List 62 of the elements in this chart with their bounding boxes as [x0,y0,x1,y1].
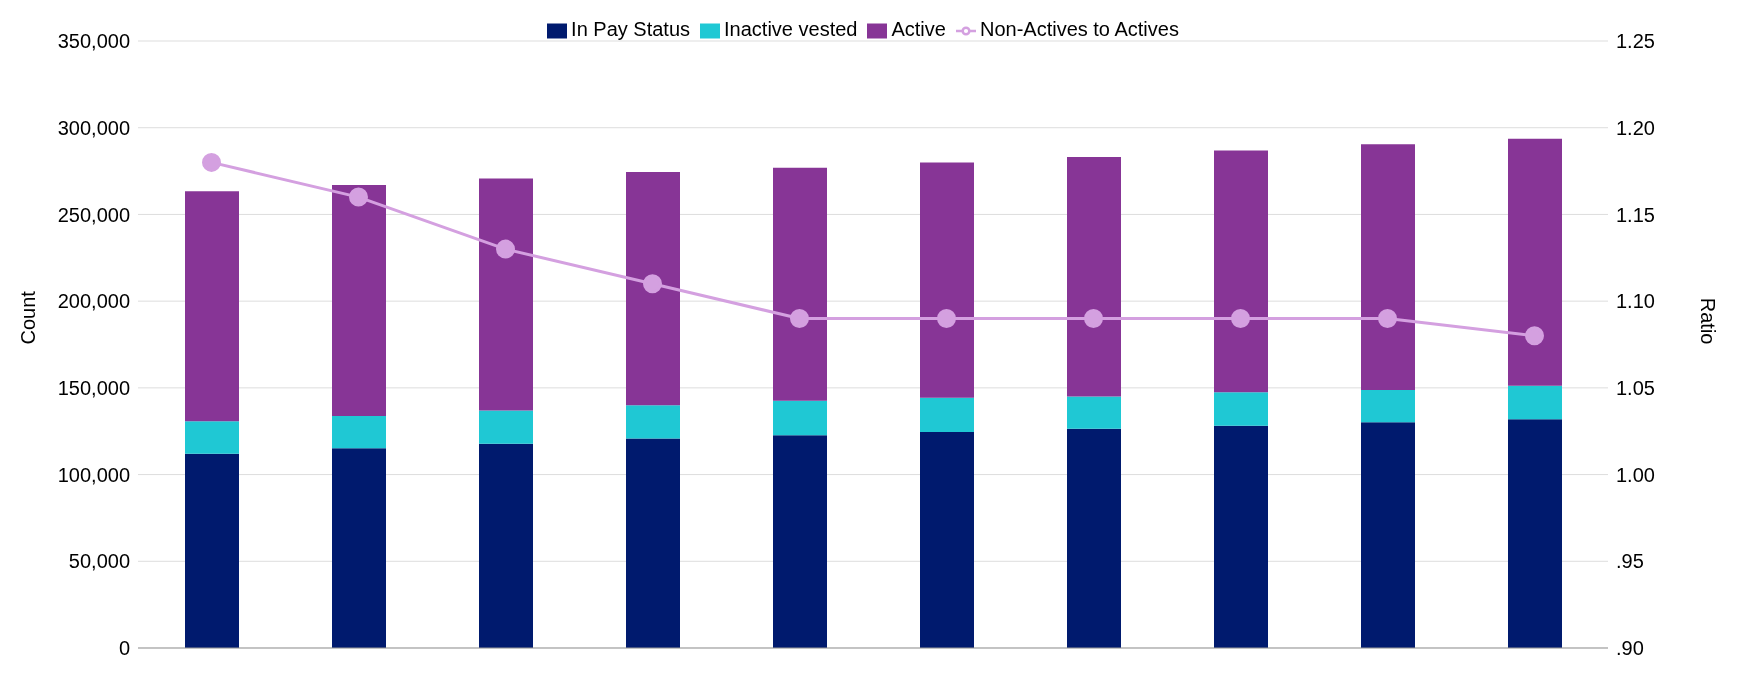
bar [332,415,386,449]
y2-tick-label: 1.25 [1616,30,1655,53]
point [349,187,368,207]
point [1084,308,1103,328]
y2-tick-label: .95 [1616,550,1644,573]
point [1231,308,1250,328]
bar [332,184,386,416]
bar [626,405,680,439]
y2-tick-label: .90 [1616,637,1644,660]
point [1378,308,1397,328]
y-tick-label: 0 [118,637,130,660]
bar [1214,392,1268,426]
y-tick-label: 200,000 [57,290,130,313]
y-tick-label: 150,000 [57,376,130,399]
bar [185,421,239,454]
y-tick-label: 250,000 [57,203,130,226]
bar [626,172,680,406]
point [790,308,809,328]
point [202,152,221,172]
bar [1508,138,1562,386]
bar [626,438,680,648]
y2-tick-label: 1.20 [1616,116,1655,139]
bar [773,435,827,648]
bar [185,453,239,648]
bar [920,432,974,648]
bar [1508,419,1562,648]
bar [1214,425,1268,648]
bar [1508,385,1562,420]
point [643,274,662,294]
bar [479,443,533,648]
bar [1361,144,1415,391]
bar [332,448,386,648]
bar [1361,390,1415,423]
y2-tick-label: 1.05 [1616,376,1655,399]
bar [920,397,974,433]
point [496,239,515,259]
y-tick-label: 50,000 [68,550,130,573]
bar [920,162,974,398]
point [1525,326,1544,346]
bar [1067,428,1121,648]
y-tick-label: 100,000 [57,463,130,486]
bar [185,191,239,422]
bar [1067,396,1121,429]
legend-label: In Pay Status [571,18,691,40]
bar [479,178,533,411]
y2-tick-label: 1.10 [1616,290,1655,313]
bar [1214,150,1268,393]
y2-tick-label: 1.00 [1616,463,1655,486]
legend-label: Non-Actives to Actives [979,18,1179,40]
bar [479,410,533,444]
y-axis-title: Count [17,290,40,345]
y-tick-label: 300,000 [57,116,130,139]
y2-axis-title: Ratio [1696,297,1719,345]
y-tick-label: 350,000 [57,30,130,53]
bar [1067,157,1121,397]
bar [1361,422,1415,648]
y2-tick-label: 1.15 [1616,203,1655,226]
legend-label: Inactive vested [724,18,858,40]
legend-label: Active [891,18,946,40]
bar [773,400,827,436]
bar [773,167,827,401]
point [937,308,956,328]
